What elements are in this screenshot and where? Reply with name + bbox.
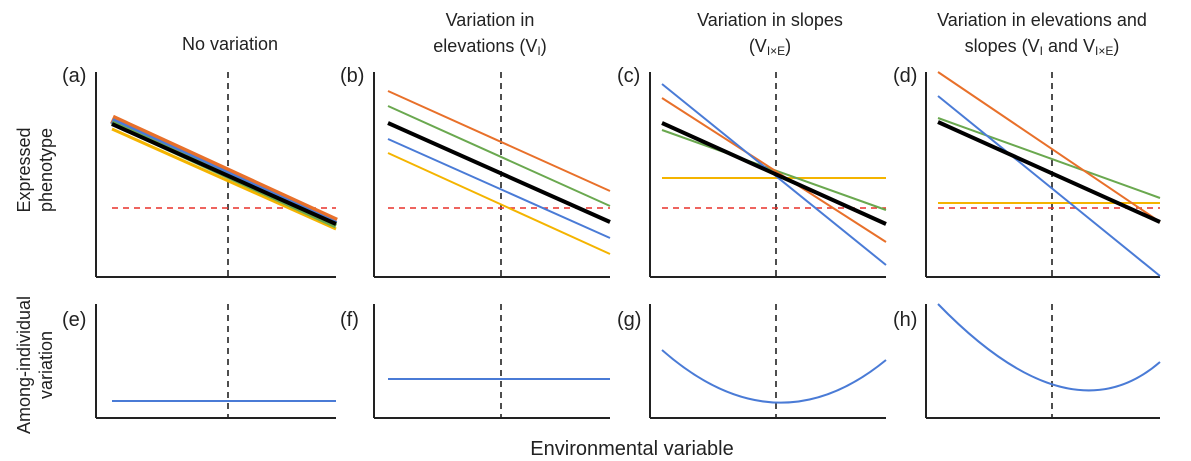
- mean-norm-c: [661, 121, 887, 226]
- panel-label-d: (d): [893, 65, 917, 87]
- panel-e: (e): [62, 304, 336, 419]
- column-title-d-line1: Variation in elevations and: [937, 10, 1147, 30]
- blue-norm-b: [387, 138, 611, 239]
- y-axis-label-among-individual-1: Among-individual: [14, 296, 34, 434]
- column-title-c-line2: (VI×E): [749, 36, 791, 58]
- panel-d: (d): [893, 65, 1161, 278]
- panel-label-h: (h): [893, 309, 917, 331]
- panel-label-a: (a): [62, 65, 86, 87]
- x-axis-label: Environmental variable: [530, 438, 733, 460]
- panel-label-b: (b): [340, 65, 364, 87]
- orange-norm-c: [661, 97, 887, 243]
- green-norm-b: [387, 105, 611, 207]
- orange-norm-b: [387, 90, 611, 192]
- y-axis-label-expressed-phenotype-1: Expressed: [14, 127, 34, 212]
- variance-curve-g: [661, 349, 887, 404]
- yellow-norm-a: [111, 127, 337, 231]
- panel-a: (a): [62, 65, 338, 278]
- mean-norm-d: [937, 120, 1161, 224]
- green-norm-d: [937, 117, 1161, 199]
- column-title-b-line2: elevations (VI): [433, 36, 546, 58]
- panel-h: (h): [893, 303, 1161, 419]
- variance-curve-h: [937, 303, 1161, 392]
- yellow-norm-b: [387, 152, 611, 255]
- panel-f: (f): [340, 304, 610, 419]
- blue-norm-d: [937, 95, 1161, 277]
- y-axis-label-expressed-phenotype-2: phenotype: [36, 128, 56, 212]
- panel-label-e: (e): [62, 309, 86, 331]
- panel-c: (c): [617, 65, 887, 278]
- mean-norm-a: [111, 122, 337, 226]
- panel-label-g: (g): [617, 309, 641, 331]
- column-title-c-line1: Variation in slopes: [697, 10, 843, 30]
- y-axis-label-among-individual-2: variation: [36, 331, 56, 399]
- panel-label-c: (c): [617, 65, 640, 87]
- column-title-b-line1: Variation in: [446, 10, 535, 30]
- orange-norm-d: [937, 71, 1161, 223]
- column-title-a: No variation: [182, 34, 278, 54]
- column-title-d-line2: slopes (VI and VI×E): [965, 36, 1120, 58]
- panel-g: (g): [617, 304, 887, 419]
- mean-norm-b: [387, 121, 611, 224]
- panel-label-f: (f): [340, 309, 359, 331]
- panel-b: (b): [340, 65, 611, 278]
